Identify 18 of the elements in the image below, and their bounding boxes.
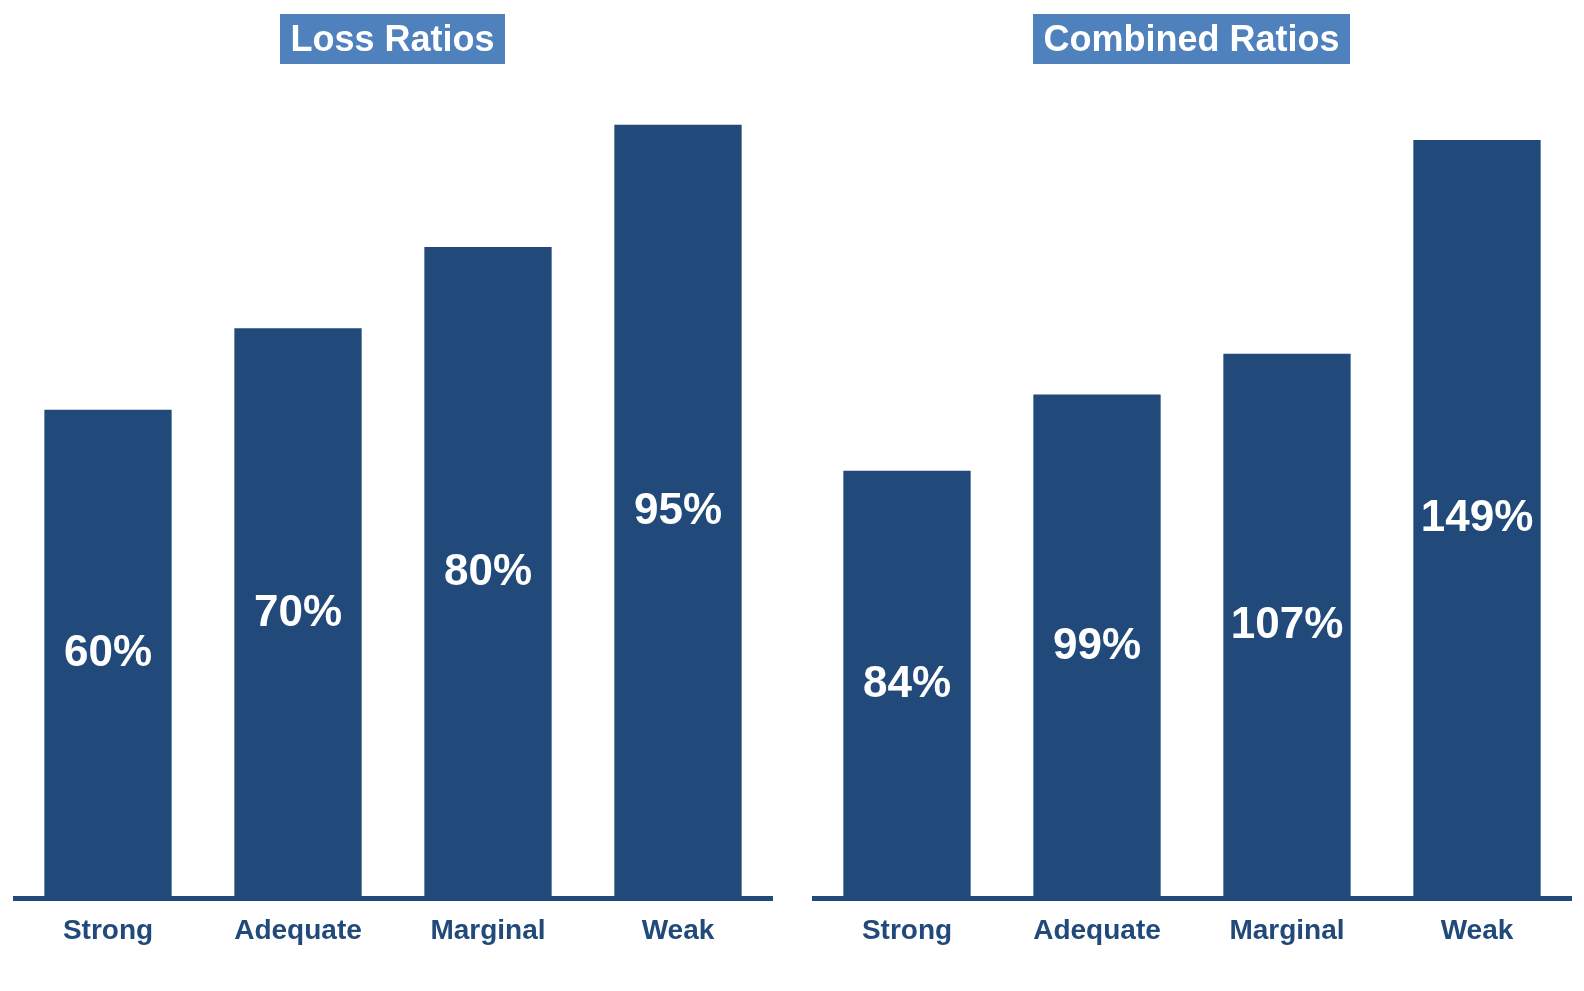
x-tick-label: Weak — [1440, 913, 1514, 945]
data-label: 95% — [633, 483, 722, 533]
x-tick-label: Marginal — [1228, 913, 1345, 945]
data-label: 99% — [1052, 618, 1141, 668]
data-label: 60% — [63, 626, 152, 676]
chart-title: Loss Ratios — [280, 14, 505, 64]
x-tick-label: Weak — [641, 913, 715, 945]
data-label: 84% — [862, 656, 951, 706]
x-tick-label: Adequate — [233, 913, 362, 945]
data-label: 149% — [1420, 491, 1533, 541]
data-label: 107% — [1230, 598, 1343, 648]
x-tick-label: Marginal — [429, 913, 546, 945]
x-tick-label: Strong — [62, 913, 153, 945]
chart-title: Combined Ratios — [1033, 14, 1350, 64]
x-tick-label: Adequate — [1032, 913, 1161, 945]
x-tick-label: Strong — [861, 913, 952, 945]
data-label: 80% — [443, 544, 532, 594]
data-label: 70% — [253, 585, 342, 635]
